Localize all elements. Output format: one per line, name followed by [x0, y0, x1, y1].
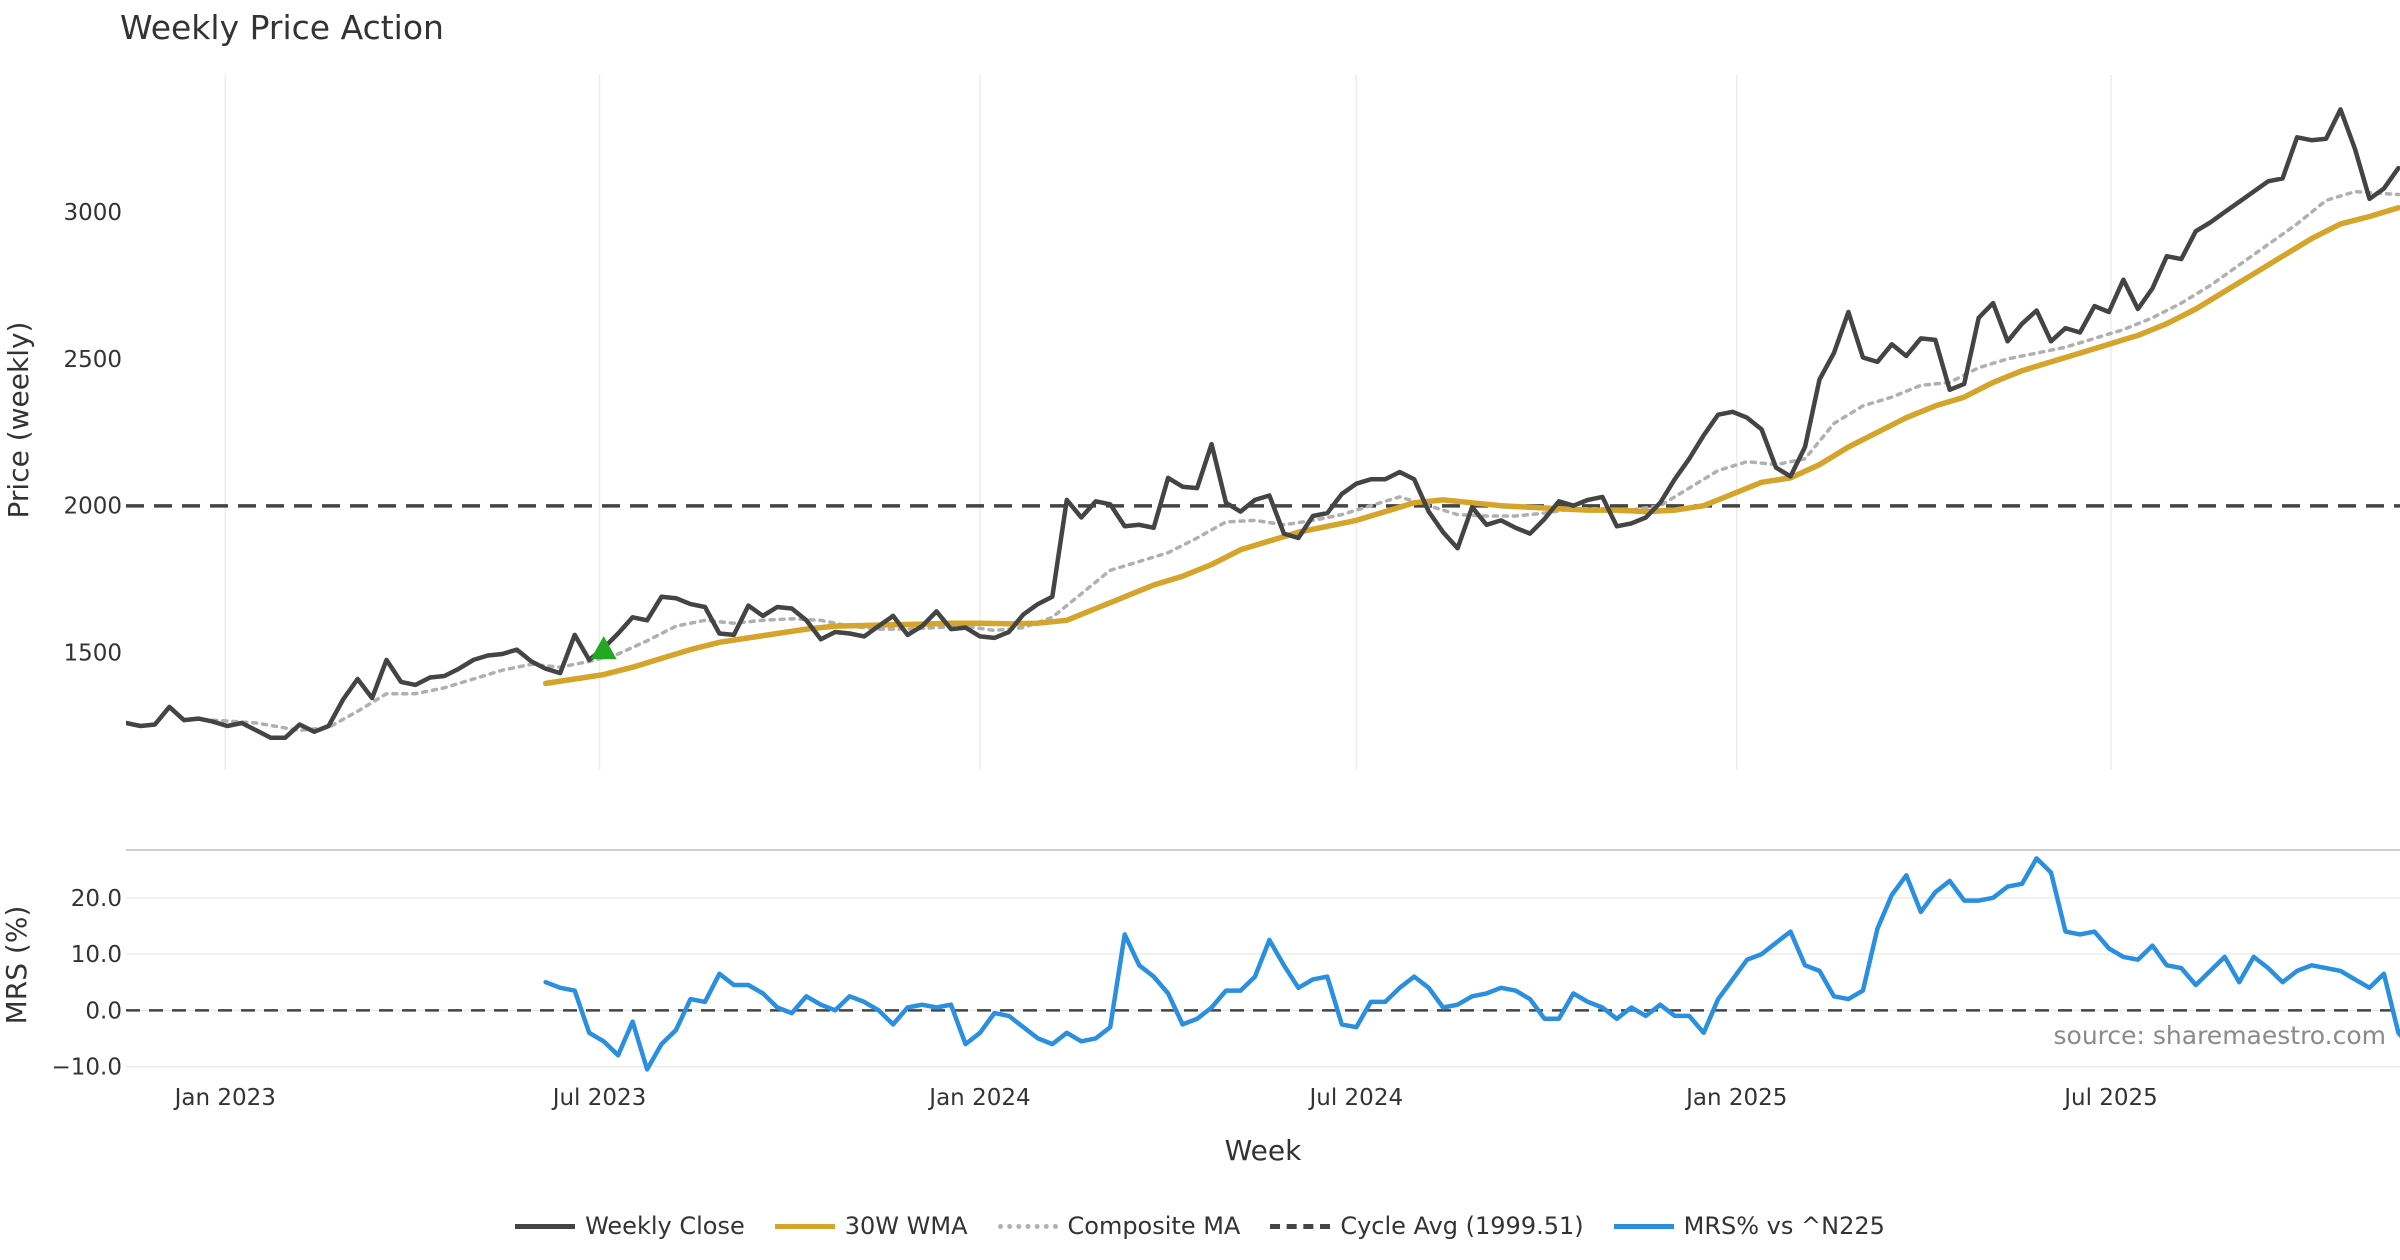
x-tick-label: Jul 2024 [1307, 1085, 1403, 1111]
legend-swatch [1613, 1223, 1674, 1229]
legend-item: Cycle Avg (1999.51) [1270, 1212, 1584, 1240]
price-tick-label: 2500 [63, 347, 122, 373]
legend-item: Weekly Close [515, 1212, 745, 1240]
price-tick-label: 1500 [63, 641, 122, 667]
legend-swatch [997, 1223, 1058, 1229]
mrs-tick-label: 0.0 [85, 998, 122, 1024]
legend-label: Composite MA [1067, 1212, 1241, 1240]
legend-swatch [515, 1223, 576, 1229]
composite-ma-line [211, 189, 2400, 733]
weekly-close-line [126, 107, 2400, 740]
price-tick-label: 2000 [63, 494, 122, 520]
mrs-line [543, 856, 2400, 1072]
legend-label: 30W WMA [844, 1212, 968, 1240]
x-tick-label: Jan 2024 [927, 1085, 1030, 1111]
mrs-axis-title: MRS (%) [0, 906, 33, 1025]
x-tick-label: Jan 2025 [1684, 1085, 1787, 1111]
x-tick-label: Jan 2023 [173, 1085, 276, 1111]
legend-item: 30W WMA [774, 1212, 968, 1240]
price-axis-title: Price (weekly) [2, 322, 35, 519]
legend-label: Weekly Close [585, 1212, 745, 1240]
mrs-tick-label: 20.0 [71, 886, 122, 912]
chart-title: Weekly Price Action [120, 8, 444, 47]
legend-item: MRS% vs ^N225 [1613, 1212, 1885, 1240]
x-axis-title: Week [1225, 1134, 1302, 1167]
mrs-tick-label: −10.0 [52, 1055, 122, 1081]
source-annotation: source: sharemaestro.com [2054, 1021, 2387, 1050]
legend-label: MRS% vs ^N225 [1683, 1212, 1885, 1240]
legend-item: Composite MA [997, 1212, 1241, 1240]
legend-swatch [1270, 1223, 1331, 1229]
price-tick-label: 3000 [63, 200, 122, 226]
mrs-tick-label: 10.0 [71, 942, 122, 968]
legend: Weekly Close 30W WMA Composite MA Cycle Avg… [0, 1212, 2400, 1240]
legend-label: Cycle Avg (1999.51) [1340, 1212, 1584, 1240]
legend-swatch [774, 1223, 835, 1229]
x-tick-label: Jul 2023 [551, 1085, 647, 1111]
mrs-panel: −10.0 0.0 10.0 20.0 Jan 2023 Jul 2023 Jan 202… [0, 856, 2400, 1167]
price-panel: 1500 2000 2500 3000 Price (weekly) [2, 75, 2400, 770]
wma-30w-line [542, 204, 2400, 687]
x-tick-label: Jul 2025 [2062, 1085, 2158, 1111]
buy-signal-marker [590, 636, 617, 660]
